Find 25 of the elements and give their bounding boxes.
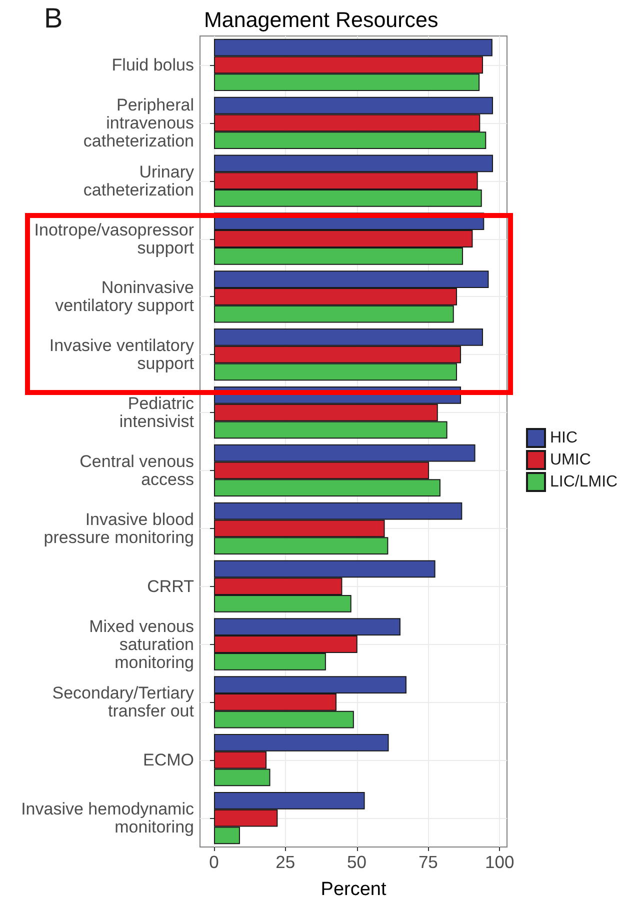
y-tick-label: CRRT — [147, 576, 194, 596]
y-tick-label: Secondary/Tertiary transfer out — [52, 684, 194, 721]
y-tick-label: Inotrope/vasopressor support — [34, 220, 194, 258]
legend-label: UMIC — [550, 452, 591, 468]
y-tick-label: Central venous access — [80, 452, 194, 489]
legend-label: LIC/LMIC — [550, 474, 618, 490]
y-tick-label: Urinary catheterization — [83, 162, 194, 200]
x-tick-label: 0 — [209, 852, 220, 872]
y-tick-label: Pediatric intensivist — [119, 394, 194, 432]
x-tick-label: 75 — [418, 852, 438, 872]
y-tick-label: Fluid bolus — [112, 55, 194, 74]
y-tick-label: ECMO — [143, 750, 194, 770]
text: B — [44, 2, 63, 34]
y-tick-label: Invasive hemodynamic monitoring — [21, 800, 194, 837]
y-tick-label: Peripheral intravenous catheterization — [83, 95, 194, 150]
y-tick-label: Invasive ventilatory support — [49, 336, 194, 374]
x-tick-label: 25 — [276, 852, 296, 872]
legend-label: HIC — [550, 430, 578, 446]
y-tick-label: Mixed venous saturation monitoring — [89, 616, 194, 672]
x-tick-label: 50 — [347, 852, 367, 872]
chart-title: Management Resources — [204, 8, 438, 32]
y-tick-label: Invasive blood pressure monitoring — [44, 510, 194, 547]
x-axis-title: Percent — [320, 879, 387, 900]
y-tick-label: Noninvasive ventilatory support — [55, 278, 194, 316]
x-tick-label: 100 — [484, 852, 514, 872]
